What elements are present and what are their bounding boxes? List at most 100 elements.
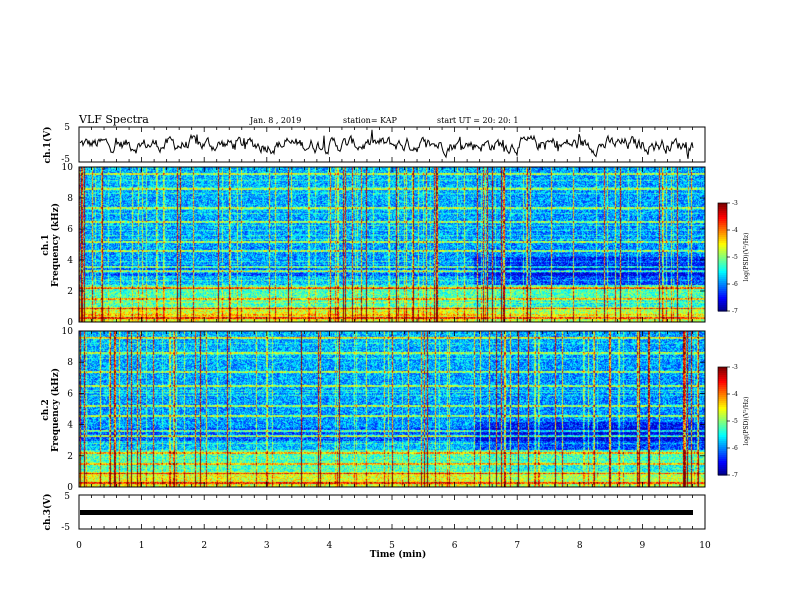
colorbar-swatch	[718, 305, 727, 308]
colorbar-tick-label: -6	[732, 445, 738, 452]
colorbar-swatch	[718, 389, 727, 392]
colorbar-swatch	[718, 255, 727, 258]
x-tick-label: 5	[389, 541, 395, 551]
colorbar-swatch	[718, 445, 727, 448]
colorbar-swatch	[718, 247, 727, 250]
colorbar-swatch	[718, 263, 727, 266]
x-tick-label: 7	[514, 541, 520, 551]
colorbar-swatch	[718, 447, 727, 450]
colorbar-swatch	[718, 291, 727, 294]
colorbar-swatch	[718, 461, 727, 464]
colorbar-swatch	[718, 449, 727, 452]
colorbar-swatch	[718, 433, 727, 436]
colorbar-swatch	[718, 223, 727, 226]
colorbar-swatch	[718, 211, 727, 214]
colorbar-swatch	[718, 399, 727, 402]
colorbar-swatch	[718, 277, 727, 280]
colorbar-swatch	[718, 245, 727, 248]
colorbar-swatch	[718, 403, 727, 406]
ch1-ytick-top: 5	[64, 123, 70, 133]
colorbar-swatch	[718, 471, 727, 474]
colorbar-swatch	[718, 281, 727, 284]
y-tick-label: 4	[67, 421, 73, 431]
colorbar-swatch	[718, 233, 727, 236]
ch3-ytick-top: 5	[64, 492, 70, 502]
colorbar-swatch	[718, 391, 727, 394]
colorbar-swatch	[718, 367, 727, 370]
colorbar-swatch	[718, 405, 727, 408]
colorbar-swatch	[718, 411, 727, 414]
x-tick-labels: 0 1 2 3 4 5 6 7 8 9 10	[76, 541, 711, 551]
x-tick-label: 8	[577, 541, 583, 551]
colorbar-swatch	[718, 383, 727, 386]
colorbar-swatch	[718, 441, 727, 444]
colorbar-swatch	[718, 249, 727, 252]
colorbar-swatch	[718, 395, 727, 398]
colorbar-swatch	[718, 437, 727, 440]
colorbar-swatch	[718, 261, 727, 264]
colorbar-swatch	[718, 397, 727, 400]
colorbar-swatch	[718, 401, 727, 404]
ch2-spectrogram-panel: 0 2 4 6 8 10 ch.2 Frequency (kHz)	[41, 327, 706, 493]
colorbar-swatch	[718, 417, 727, 420]
colorbar-swatch	[718, 451, 727, 454]
colorbar-swatch	[718, 237, 727, 240]
station-label: station= KAP	[343, 116, 398, 125]
x-tick-marks	[78, 127, 706, 529]
ch1-spectrogram-panel: 0 2 4 6 8 10 ch.1 Frequency (kHz)	[41, 163, 706, 328]
colorbar-swatch	[718, 435, 727, 438]
y-tick-label: 0	[67, 483, 73, 493]
y-tick-label: 4	[67, 256, 73, 266]
ch1-waveform-ylabel: ch.1(V)	[42, 127, 53, 164]
colorbar-swatch	[718, 279, 727, 282]
colorbar-swatch	[718, 419, 727, 422]
colorbar-swatch	[718, 265, 727, 268]
colorbar-swatch	[718, 207, 727, 210]
colorbar-swatch	[718, 413, 727, 416]
ch1-colorbar: -3 -4 -5 -6 -7 log(PSD)(V²/Hz)	[717, 200, 750, 315]
colorbar-swatch	[718, 409, 727, 412]
ch1-spectrogram-heatmap	[79, 167, 705, 322]
colorbar-swatch	[718, 251, 727, 254]
y-tick-label: 6	[67, 389, 73, 399]
colorbar-swatch	[718, 231, 727, 234]
x-tick-label: 2	[201, 541, 207, 551]
colorbar-swatch	[718, 429, 727, 432]
colorbar-swatch	[718, 257, 727, 260]
start-time-label: start UT = 20: 20: 1	[437, 116, 518, 125]
y-tick-label: 8	[67, 194, 73, 204]
y-tick-label: 2	[67, 287, 73, 297]
colorbar-swatch	[718, 283, 727, 286]
colorbar-swatch	[718, 379, 727, 382]
x-tick-label: 4	[327, 541, 333, 551]
colorbar-label: log(PSD)(V²/Hz)	[743, 397, 750, 446]
colorbar-swatch	[718, 241, 727, 244]
colorbar-swatch	[718, 219, 727, 222]
colorbar-swatch	[718, 269, 727, 272]
colorbar-swatch	[718, 385, 727, 388]
colorbar-swatch	[718, 287, 727, 290]
ch3-waveform-panel: 5 -5 ch.3(V)	[42, 492, 706, 533]
x-tick-label: 3	[264, 541, 270, 551]
colorbar-tick-label: -3	[732, 364, 738, 371]
colorbar-swatch	[718, 267, 727, 270]
colorbar-swatch	[718, 465, 727, 468]
colorbar-swatch	[718, 373, 727, 376]
colorbar-swatch	[718, 453, 727, 456]
ch2-spectrogram-heatmap	[79, 331, 705, 487]
ch3-waveform-line	[80, 510, 693, 515]
colorbar-swatch	[718, 271, 727, 274]
colorbar-swatch	[718, 463, 727, 466]
x-tick-label: 6	[452, 541, 458, 551]
colorbar-swatch	[718, 307, 727, 310]
colorbar-swatch	[718, 393, 727, 396]
colorbar-tick-label: -4	[732, 391, 738, 398]
ch3-ytick-bottom: -5	[61, 523, 70, 533]
colorbar-swatch	[718, 209, 727, 212]
ch1-waveform-line	[79, 129, 694, 159]
colorbar-swatch	[718, 407, 727, 410]
colorbar-swatch	[718, 217, 727, 220]
colorbar-swatch	[718, 423, 727, 426]
colorbar-swatch	[718, 375, 727, 378]
colorbar-swatch	[718, 273, 727, 276]
